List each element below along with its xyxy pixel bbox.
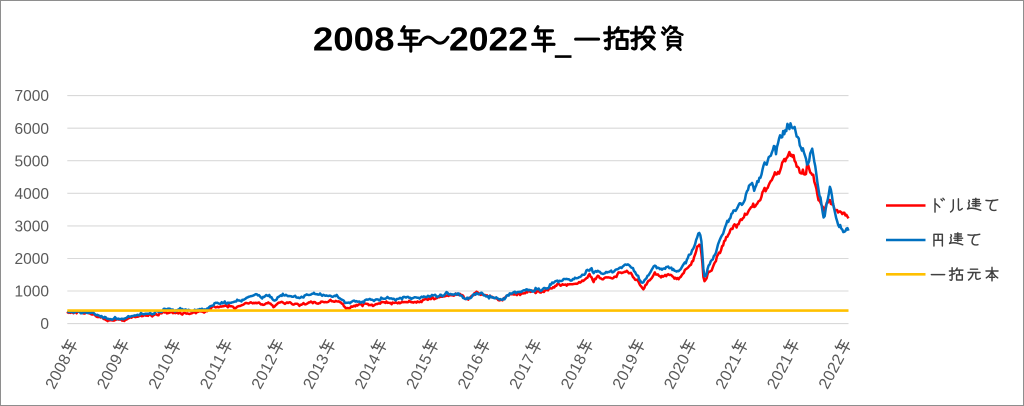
svg-text:4000: 4000: [15, 186, 50, 203]
svg-text:5000: 5000: [15, 153, 50, 170]
svg-text:0: 0: [40, 316, 49, 333]
svg-text:1000: 1000: [15, 284, 50, 301]
svg-text:6000: 6000: [15, 121, 50, 138]
svg-text:7000: 7000: [15, 88, 50, 105]
svg-text:2022: 2022: [449, 21, 528, 58]
svg-text:2000: 2000: [15, 251, 50, 268]
svg-text:2008: 2008: [313, 21, 395, 58]
svg-text:3000: 3000: [15, 219, 50, 236]
